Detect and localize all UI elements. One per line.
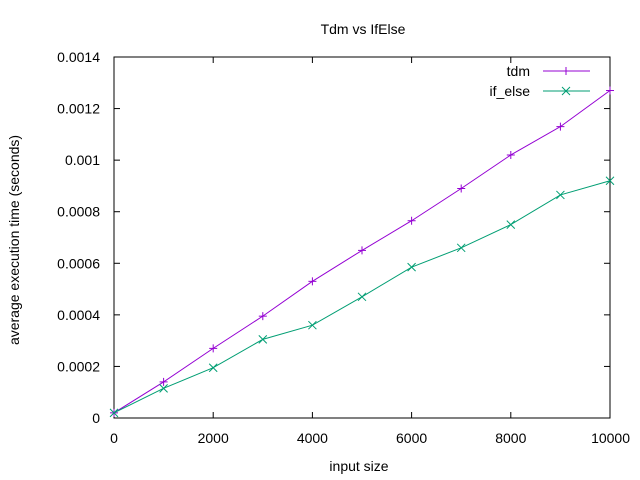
series-tdm bbox=[110, 86, 614, 417]
x-axis-label: input size bbox=[329, 458, 388, 474]
data-point bbox=[457, 184, 466, 193]
data-point bbox=[308, 320, 317, 330]
chart-title: Tdm vs IfElse bbox=[321, 21, 406, 37]
plot-border bbox=[113, 56, 611, 419]
data-point bbox=[258, 312, 267, 321]
data-point bbox=[456, 243, 466, 253]
x-tick-label: 0 bbox=[110, 430, 118, 446]
data-point bbox=[208, 363, 218, 373]
y-axis-ticks: 0 0.0002 0.0004 0.0006 0.0008 0.001 0.0012 0.00… bbox=[57, 49, 610, 426]
x-axis-ticks: 0 2000 4000 6000 8000 10000 bbox=[110, 57, 630, 446]
data-point bbox=[159, 383, 168, 393]
data-point bbox=[159, 377, 168, 386]
data-point bbox=[606, 86, 614, 95]
series-if-else bbox=[109, 176, 615, 418]
data-point bbox=[556, 122, 565, 131]
plot-frame bbox=[113, 56, 611, 419]
data-point bbox=[357, 292, 367, 302]
x-tick-label: 2000 bbox=[198, 430, 229, 446]
legend-marker bbox=[561, 86, 571, 96]
y-tick-label: 0.0002 bbox=[57, 358, 100, 374]
legend-marker bbox=[562, 67, 570, 75]
data-point bbox=[358, 246, 366, 255]
data-point bbox=[258, 335, 268, 344]
data-point bbox=[407, 216, 416, 225]
x-tick-label: 4000 bbox=[297, 430, 328, 446]
data-point bbox=[407, 262, 416, 272]
y-tick-label: 0.0012 bbox=[57, 101, 100, 117]
y-tick-label: 0 bbox=[92, 410, 100, 426]
x-tick-label: 10000 bbox=[591, 430, 630, 446]
x-tick-label: 8000 bbox=[495, 430, 526, 446]
y-tick-label: 0.0014 bbox=[57, 49, 100, 65]
legend: tdm if_else bbox=[490, 63, 590, 99]
data-point bbox=[506, 150, 515, 159]
legend-item: if_else bbox=[490, 83, 590, 99]
y-tick-label: 0.001 bbox=[65, 152, 100, 168]
y-tick-label: 0.0004 bbox=[57, 307, 100, 323]
data-point bbox=[209, 344, 218, 353]
y-axis-label: average execution time (seconds) bbox=[6, 135, 22, 345]
data-point bbox=[109, 408, 119, 418]
series-layer bbox=[109, 86, 615, 418]
y-tick-label: 0.0006 bbox=[57, 255, 100, 271]
data-point bbox=[308, 277, 317, 286]
legend-label: if_else bbox=[490, 83, 531, 99]
data-point bbox=[506, 220, 516, 229]
data-point bbox=[605, 176, 615, 186]
legend-label: tdm bbox=[507, 63, 530, 79]
y-tick-label: 0.0008 bbox=[57, 204, 100, 220]
data-point bbox=[556, 190, 565, 200]
legend-item: tdm bbox=[507, 63, 590, 79]
x-tick-label: 6000 bbox=[396, 430, 427, 446]
